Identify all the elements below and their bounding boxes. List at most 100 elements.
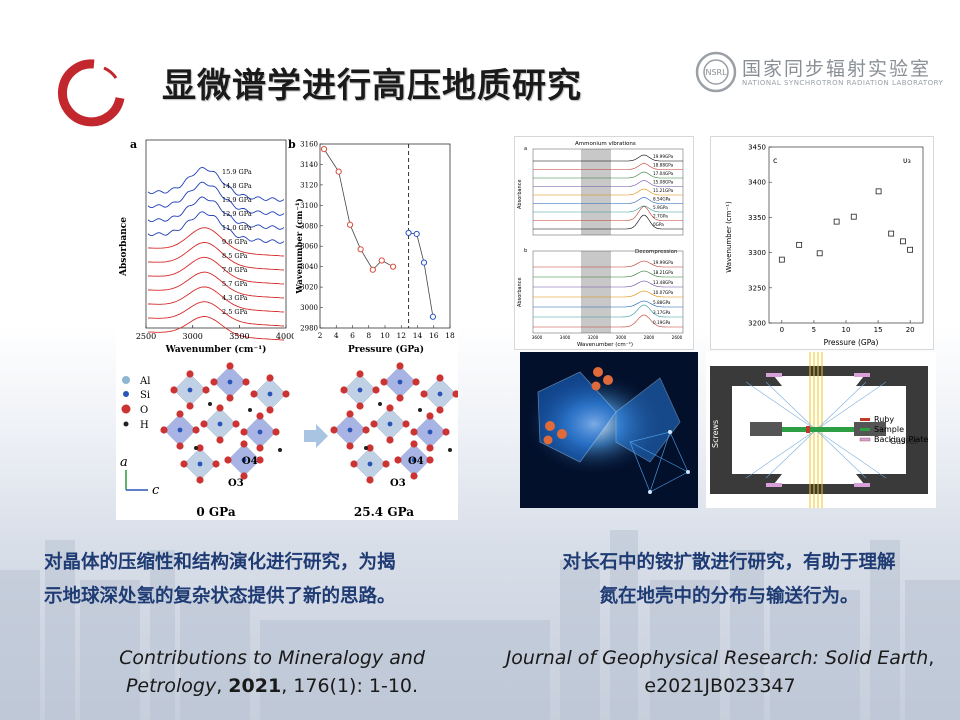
nsrl-abbr: NSRL: [705, 68, 727, 77]
o-atom: [250, 390, 258, 398]
data-point: [405, 229, 412, 237]
spectrum-trace: [148, 271, 285, 299]
left-caption-line-1: 对晶体的压缩性和结构演化进行研究，为揭: [44, 552, 396, 573]
o-atom: [266, 406, 274, 414]
label-o3-left: O3: [228, 478, 244, 489]
left-caption: 对晶体的压缩性和结构演化进行研究，为揭 示地球深处氢的复杂状态提供了新的思路。: [44, 546, 396, 614]
si-atom: [397, 379, 403, 385]
o-atom: [386, 404, 394, 412]
trace-label: 2.5 GPa: [222, 308, 248, 316]
data-point: [413, 230, 420, 238]
page-title: 显微谱学进行高压地质研究: [162, 66, 582, 106]
o-atom: [426, 444, 434, 452]
si-atom: [437, 391, 443, 397]
o-atom: [226, 362, 234, 370]
x-tick-label: 3400: [560, 335, 571, 340]
spectra-panel-a: a Absorbance 15.9 GPa 14.8 GPa 13.9 GPa 12.…: [119, 138, 294, 355]
data-point: [875, 188, 882, 195]
o-atom: [242, 378, 250, 386]
y-tick-label: 3160: [300, 141, 318, 149]
o-atom: [196, 444, 204, 452]
panel-b-ylabel: Wavenumber (cm⁻¹): [294, 198, 305, 294]
o-atom: [224, 456, 232, 464]
o-atom: [216, 404, 224, 412]
o-atom: [330, 426, 338, 434]
x-tick-label: 5: [812, 326, 816, 334]
h-atom: [418, 408, 422, 412]
left-ref-rest: , 176(1): 1-10.: [281, 675, 419, 697]
h-atom: [248, 408, 252, 412]
x-tick-label: 3500: [229, 332, 249, 341]
trace-label: 5.88GPa: [653, 300, 671, 305]
o-atom: [216, 436, 224, 444]
y-tick-label: 3350: [748, 214, 766, 222]
cell-legend: Ruby Sample Backing Plate: [859, 415, 928, 444]
x-tick-label: 3600: [532, 335, 543, 340]
right-reference: Journal of Geophysical Research: Solid E…: [494, 644, 946, 700]
right-ref-journal: Journal of Geophysical Research: Solid E…: [505, 647, 929, 669]
label-o4-left: O4: [242, 456, 258, 467]
o-atom: [240, 472, 248, 480]
h-atom: [194, 446, 198, 450]
x-tick-label: 6: [350, 331, 355, 340]
x-tick-label: 10: [842, 326, 851, 334]
trace-label: 12.9 GPa: [222, 210, 252, 218]
x-tick-label: 4: [334, 331, 339, 340]
spectra-bottom-xlabel: Wavenumber (cm⁻¹): [577, 341, 633, 348]
x-tick-label: 16: [429, 331, 439, 340]
x-tick-label: 2: [318, 331, 323, 340]
spectrum-trace: [533, 260, 683, 268]
trace-label: 17.04GPa: [653, 171, 674, 176]
data-point: [796, 241, 803, 248]
y-tick-label: 3300: [748, 249, 766, 257]
y-tick-label: 3250: [748, 284, 766, 292]
right-caption-line-1: 对长石中的铵扩散进行研究，有助于理解: [562, 552, 896, 573]
x-tick-label: 2600: [672, 335, 683, 340]
x-tick-label: 12: [396, 331, 406, 340]
o-atom: [356, 370, 364, 378]
org-name-cn: 国家同步辐射实验室: [742, 58, 932, 80]
y-tick-label: 3020: [300, 284, 318, 292]
o-atom: [410, 428, 418, 436]
left-ref-year: 2021: [228, 675, 282, 697]
spectrum-trace: [533, 214, 683, 230]
data-point: [346, 221, 354, 228]
y-tick-label: 3120: [300, 181, 318, 189]
o-atom: [436, 406, 444, 414]
legend-o: O: [140, 405, 148, 416]
scatter-ylabel: Wavenumber (cm⁻¹): [725, 201, 733, 273]
o-atom: [282, 390, 290, 398]
data-point: [816, 250, 823, 257]
spectrum-trace: [533, 270, 683, 278]
o-atom: [202, 386, 210, 394]
spectra-top-label: a: [524, 146, 527, 152]
data-point: [420, 259, 428, 266]
o-atom: [346, 442, 354, 450]
x-tick-label: 2500: [136, 332, 156, 341]
data-point: [390, 263, 397, 270]
right-caption: 对长石中的铵扩散进行研究，有助于理解 氮在地壳中的分布与输送行为。: [512, 546, 946, 614]
o-atom: [402, 420, 410, 428]
spectrum-trace: [533, 154, 683, 162]
o-atom: [362, 426, 370, 434]
o-atom: [412, 378, 420, 386]
o-atom: [186, 402, 194, 410]
ammonium-spectra-figure: a Ammonium vibrations Absorbance b Decom…: [514, 136, 694, 350]
spectrum-trace: [147, 316, 285, 341]
trace-label: 11.0 GPa: [222, 224, 252, 232]
spectrum-trace: [533, 290, 683, 298]
legend-h: H: [140, 420, 149, 431]
o-atom: [420, 390, 428, 398]
o-atom: [366, 476, 374, 484]
h-atom: [364, 446, 368, 450]
spectrum-trace: [148, 286, 285, 313]
h-atom: [278, 448, 282, 452]
spectrum-trace: [147, 242, 285, 271]
x-tick-label: 0: [780, 326, 784, 334]
y-tick-label: 3450: [748, 144, 766, 152]
spectrum-trace: [147, 227, 285, 257]
x-tick-label: 10: [380, 331, 390, 340]
left-figure: a Absorbance 15.9 GPa 14.8 GPa 13.9 GPa 12.…: [116, 136, 458, 520]
trace-label: 13.9 GPa: [222, 196, 252, 204]
spectrum-trace: [533, 314, 683, 328]
